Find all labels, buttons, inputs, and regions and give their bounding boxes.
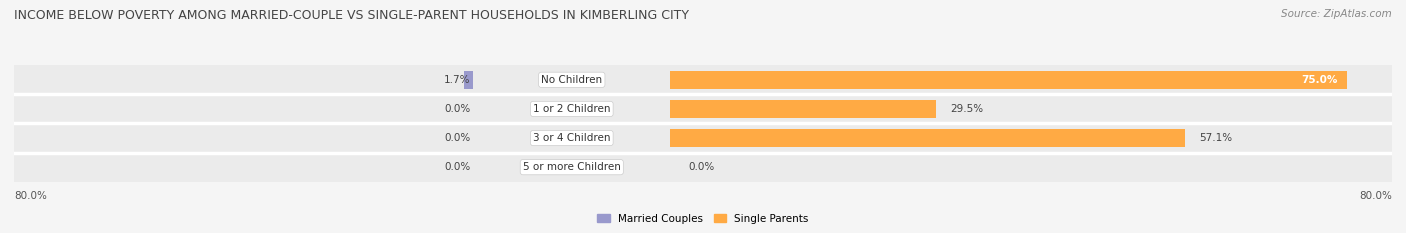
Bar (671, 65, 1392, 94)
Text: 0.0%: 0.0% (689, 162, 714, 172)
Text: 57.1%: 57.1% (1199, 133, 1232, 143)
Bar (14, 123, 474, 153)
Bar (474, 123, 671, 153)
Bar (474, 65, 671, 94)
Text: 0.0%: 0.0% (444, 133, 471, 143)
Text: INCOME BELOW POVERTY AMONG MARRIED-COUPLE VS SINGLE-PARENT HOUSEHOLDS IN KIMBERL: INCOME BELOW POVERTY AMONG MARRIED-COUPL… (14, 9, 689, 22)
Bar (671, 129, 1185, 147)
Legend: Married Couples, Single Parents: Married Couples, Single Parents (593, 209, 813, 228)
Text: 29.5%: 29.5% (950, 104, 983, 114)
Bar (14, 65, 474, 94)
Bar (671, 153, 1392, 182)
Text: 1 or 2 Children: 1 or 2 Children (533, 104, 610, 114)
Bar (464, 71, 474, 89)
Text: 80.0%: 80.0% (14, 191, 46, 201)
Bar (14, 153, 474, 182)
Bar (671, 100, 936, 118)
Text: No Children: No Children (541, 75, 602, 85)
Bar (14, 94, 474, 123)
Text: 3 or 4 Children: 3 or 4 Children (533, 133, 610, 143)
Text: 0.0%: 0.0% (444, 162, 471, 172)
Text: 0.0%: 0.0% (444, 104, 471, 114)
Bar (671, 71, 1347, 89)
Text: Source: ZipAtlas.com: Source: ZipAtlas.com (1281, 9, 1392, 19)
Text: 5 or more Children: 5 or more Children (523, 162, 620, 172)
Bar (474, 153, 671, 182)
Bar (671, 123, 1392, 153)
Text: 80.0%: 80.0% (1360, 191, 1392, 201)
Text: 75.0%: 75.0% (1302, 75, 1339, 85)
Bar (671, 94, 1392, 123)
Text: 1.7%: 1.7% (444, 75, 471, 85)
Bar (474, 94, 671, 123)
